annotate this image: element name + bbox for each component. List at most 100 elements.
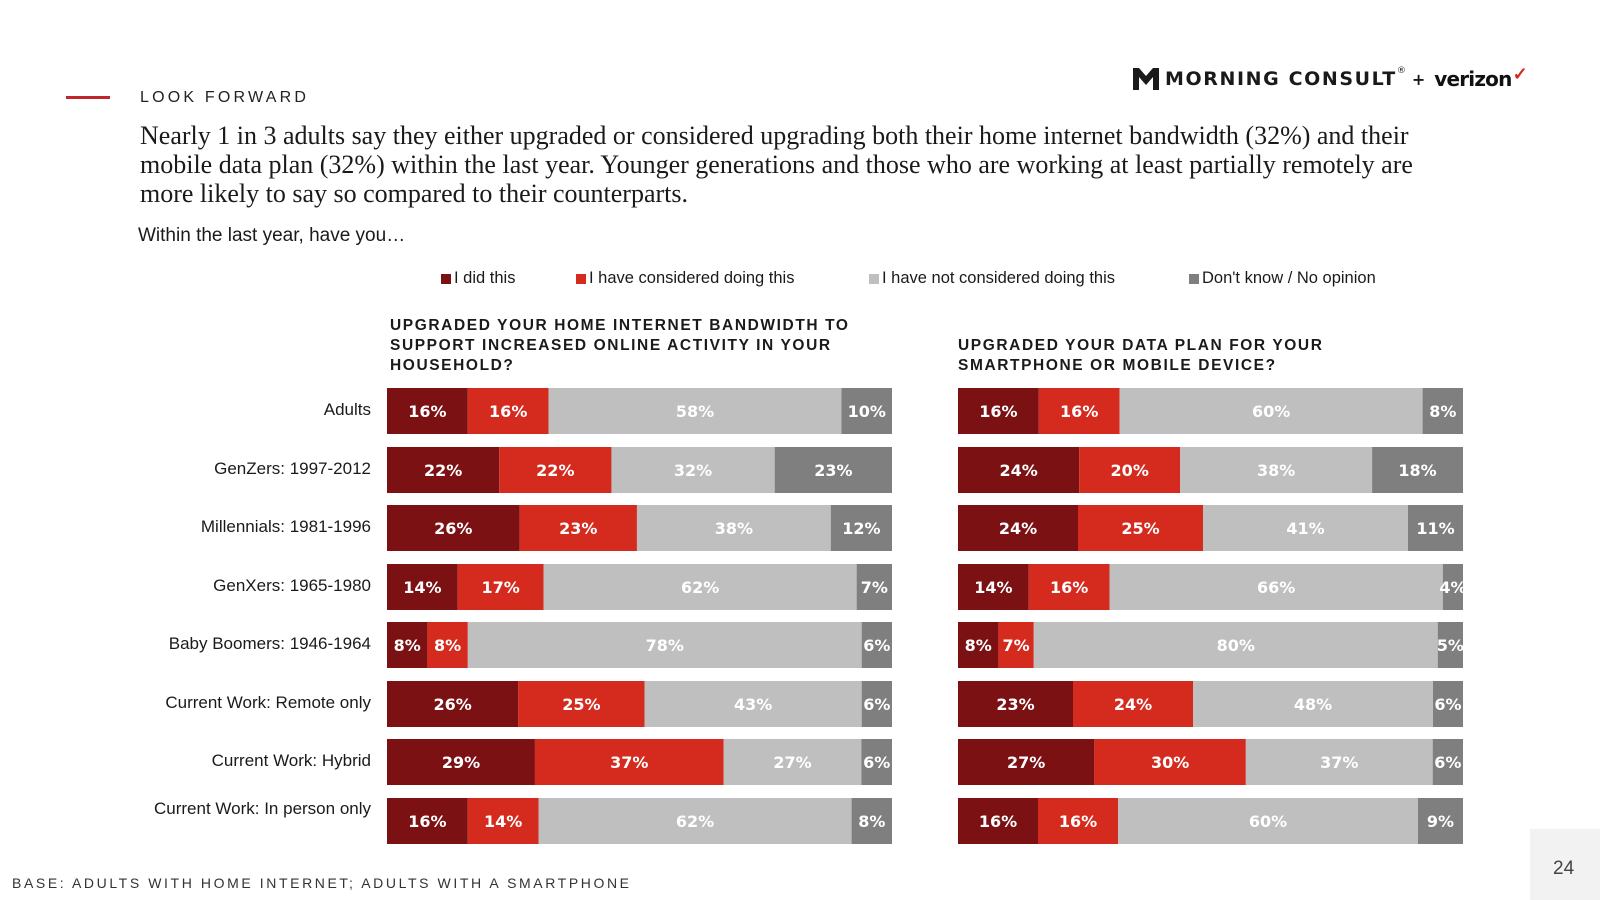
bar-value-label: 78% bbox=[646, 636, 684, 655]
bar-segment bbox=[548, 388, 842, 434]
bar-segment bbox=[1038, 798, 1118, 844]
bar-segment bbox=[644, 681, 862, 727]
bar-value-label: 16% bbox=[979, 812, 1017, 831]
bar-segment bbox=[387, 388, 468, 434]
bar-segment bbox=[1193, 681, 1433, 727]
section-label: LOOK FORWARD bbox=[140, 89, 310, 106]
logo-plus: + bbox=[1411, 69, 1426, 89]
bar-value-label: 16% bbox=[979, 402, 1017, 421]
brand-logo: MORNING CONSULT ® + verizon ✓ bbox=[1133, 64, 1528, 94]
partner-name: verizon bbox=[1434, 67, 1512, 91]
bar-segment bbox=[387, 447, 500, 493]
bar-value-label: 7% bbox=[861, 578, 888, 597]
bar-value-label: 8% bbox=[1429, 402, 1456, 421]
legend-label-not-considered: I have not considered doing this bbox=[882, 269, 1115, 287]
bar-segment bbox=[1203, 505, 1408, 551]
bar-segment bbox=[1073, 681, 1193, 727]
bar-segment bbox=[774, 447, 892, 493]
legend-swatch-considered bbox=[576, 273, 586, 284]
bar-segment bbox=[958, 388, 1039, 434]
survey-question: Within the last year, have you… bbox=[138, 225, 406, 246]
legend-label-considered: I have considered doing this bbox=[589, 269, 795, 287]
bar-segment bbox=[387, 739, 535, 785]
bar-value-label: 37% bbox=[1320, 753, 1358, 772]
bar-segment bbox=[543, 564, 857, 610]
chart-title-home-internet: UPGRADED YOUR HOME INTERNET BANDWIDTH TO… bbox=[390, 317, 850, 374]
bar-value-label: 23% bbox=[814, 461, 852, 480]
bar-segment bbox=[998, 622, 1034, 668]
bar-value-label: 16% bbox=[408, 402, 446, 421]
accent-line bbox=[66, 96, 110, 99]
bar-value-label: 22% bbox=[536, 461, 574, 480]
bar-segment bbox=[1078, 505, 1203, 551]
bar-value-label: 8% bbox=[434, 636, 461, 655]
bar-segment bbox=[1422, 388, 1463, 434]
bar-segment bbox=[611, 447, 775, 493]
bar-value-label: 27% bbox=[1007, 753, 1045, 772]
bar-value-label: 60% bbox=[1249, 812, 1287, 831]
bar-segment bbox=[457, 564, 544, 610]
page-number-box bbox=[1530, 829, 1600, 900]
bar-segment bbox=[636, 505, 831, 551]
bar-value-label: 18% bbox=[1398, 461, 1436, 480]
bar-segment bbox=[856, 564, 892, 610]
legend-item-dont-know: Don't know / No opinion bbox=[1189, 269, 1376, 288]
row-label: Adults bbox=[323, 400, 371, 419]
bar-segment bbox=[499, 447, 612, 493]
row-label: Current Work: Hybrid bbox=[211, 751, 371, 770]
bar-value-label: 43% bbox=[734, 695, 772, 714]
bar-segment bbox=[958, 739, 1095, 785]
bar-segment bbox=[1094, 739, 1246, 785]
bar-segment bbox=[1372, 447, 1463, 493]
legend-label-did: I did this bbox=[454, 269, 516, 287]
bar-segment bbox=[387, 622, 428, 668]
bar-value-label: 16% bbox=[1060, 402, 1098, 421]
bar-value-label: 8% bbox=[394, 636, 421, 655]
bar-value-label: 12% bbox=[842, 519, 880, 538]
chart-legend: I did this I have considered doing this … bbox=[0, 269, 1600, 289]
bar-segment bbox=[1109, 564, 1443, 610]
headline: Nearly 1 in 3 adults say they either upg… bbox=[140, 121, 1413, 208]
bar-segment bbox=[958, 798, 1038, 844]
chart-title-data-plan: UPGRADED YOUR DATA PLAN FOR YOUR SMARTPH… bbox=[958, 337, 1324, 374]
bar-segment bbox=[1180, 447, 1373, 493]
bar-value-label: 14% bbox=[403, 578, 441, 597]
bar-value-label: 17% bbox=[481, 578, 519, 597]
bar-value-label: 29% bbox=[442, 753, 480, 772]
row-label: Current Work: Remote only bbox=[165, 693, 371, 712]
legend-swatch-did bbox=[441, 273, 451, 284]
registered-mark: ® bbox=[1396, 66, 1406, 76]
bar-segment bbox=[387, 564, 458, 610]
bar-value-label: 24% bbox=[999, 461, 1037, 480]
bar-value-label: 16% bbox=[408, 812, 446, 831]
bar-value-label: 14% bbox=[974, 578, 1012, 597]
bar-value-label: 37% bbox=[610, 753, 648, 772]
legend-item-considered: I have considered doing this bbox=[576, 269, 794, 288]
bar-value-label: 25% bbox=[562, 695, 600, 714]
bar-value-label: 10% bbox=[848, 402, 886, 421]
bar-segment bbox=[519, 505, 637, 551]
bar-segment bbox=[1437, 622, 1463, 668]
row-label: Baby Boomers: 1946-1964 bbox=[168, 634, 371, 653]
bar-segment bbox=[427, 622, 468, 668]
bar-value-label: 26% bbox=[434, 519, 472, 538]
bar-value-label: 58% bbox=[676, 402, 714, 421]
bar-value-label: 6% bbox=[863, 753, 890, 772]
bar-value-label: 26% bbox=[434, 695, 472, 714]
bar-value-label: 16% bbox=[1050, 578, 1088, 597]
bar-segment bbox=[1408, 505, 1463, 551]
bar-segment bbox=[534, 739, 724, 785]
bar-value-label: 62% bbox=[676, 812, 714, 831]
bar-value-label: 27% bbox=[773, 753, 811, 772]
bar-value-label: 38% bbox=[715, 519, 753, 538]
bar-value-label: 4% bbox=[1439, 578, 1466, 597]
bar-segment bbox=[1432, 739, 1463, 785]
bar-value-label: 41% bbox=[1286, 519, 1324, 538]
bar-segment bbox=[958, 681, 1073, 727]
bar-segment bbox=[1245, 739, 1433, 785]
bar-segment bbox=[1119, 388, 1423, 434]
bar-value-label: 8% bbox=[858, 812, 885, 831]
bar-segment bbox=[1418, 798, 1463, 844]
bar-value-label: 16% bbox=[489, 402, 527, 421]
